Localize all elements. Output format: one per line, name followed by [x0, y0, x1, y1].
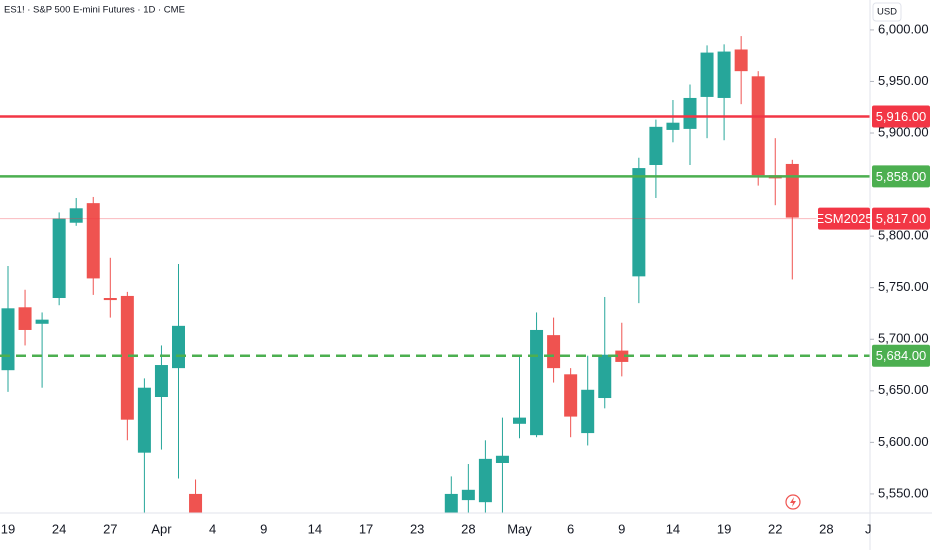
x-tick-label: May [507, 521, 532, 536]
x-tick-label: 24 [52, 521, 66, 536]
currency: USD [877, 7, 897, 18]
symbol-label: ESM2025 [815, 211, 872, 226]
candle-body [717, 51, 731, 98]
candle-body [478, 458, 492, 503]
y-tick-label: 5,650.00 [878, 382, 929, 397]
candle-body [120, 295, 134, 420]
price-label: 5,817.00 [876, 211, 927, 226]
candle-body [700, 52, 714, 97]
alert-icon[interactable] [785, 494, 801, 510]
candle-body [69, 208, 83, 223]
y-tick-label: 5,950.00 [878, 73, 929, 88]
candle-body [137, 387, 151, 453]
x-tick-label: 28 [461, 521, 475, 536]
symbol-label-box [818, 207, 870, 230]
candle-body [86, 203, 100, 279]
candle-body [172, 325, 185, 369]
candle-body [547, 335, 561, 369]
candle-body [734, 49, 748, 72]
price-label-box [872, 344, 930, 367]
candle-body [785, 163, 799, 218]
price-label: 5,684.00 [876, 348, 927, 363]
candle-body [598, 354, 612, 399]
y-tick-label: 5,550.00 [878, 485, 929, 500]
y-tick-label: 5,700.00 [878, 331, 929, 346]
price-label-box [872, 165, 930, 188]
x-tick-label: 19 [1, 521, 15, 536]
candle-body [632, 168, 646, 277]
x-tick-label: 6 [567, 521, 574, 536]
candle-body [1, 308, 15, 371]
x-tick-label: 27 [103, 521, 117, 536]
candle-body [751, 76, 765, 176]
candle-body [615, 350, 629, 362]
currency-box[interactable] [872, 2, 902, 22]
candle-body [530, 329, 544, 436]
candle-body [461, 489, 475, 501]
candle-body [495, 455, 509, 463]
x-tick-label: J [865, 521, 872, 536]
price-labels: 5,916.00 5,858.00 5,817.00 ESM2025 5,684.00 [815, 105, 930, 367]
axes: 5,550.00 5,600.00 5,650.00 5,700.00 5,750.00… [1, 21, 929, 536]
x-tick-label: 4 [209, 521, 216, 536]
candle-body [52, 218, 66, 299]
x-tick-label: 19 [717, 521, 731, 536]
chart-title: ES1! · S&P 500 E-mini Futures · 1D · CME [4, 5, 185, 16]
x-tick-label: 28 [819, 521, 833, 536]
price-label-box [872, 105, 930, 128]
y-tick-label: 6,000.00 [878, 21, 929, 36]
x-tick-label: 14 [308, 521, 322, 536]
x-tick-label: 22 [768, 521, 782, 536]
x-tick-label: 17 [359, 521, 373, 536]
x-tick-label: Apr [151, 521, 172, 536]
candle-body [683, 97, 697, 129]
candle-body [154, 365, 168, 397]
plot-area [0, 36, 870, 513]
x-tick-label: 14 [666, 521, 680, 536]
x-tick-label: 9 [618, 521, 625, 536]
candle-body [513, 417, 526, 424]
candle-body [35, 319, 49, 324]
candle-body [666, 122, 680, 130]
price-label: 5,858.00 [876, 169, 927, 184]
candle-body [581, 389, 595, 434]
price-label: 5,916.00 [876, 109, 927, 124]
y-tick-label: 5,900.00 [878, 124, 929, 139]
candle-body [564, 374, 578, 417]
x-tick-label: 9 [260, 521, 267, 536]
x-tick-label: 23 [410, 521, 424, 536]
candle-body [103, 298, 117, 301]
candle-body [189, 493, 203, 513]
candle-body [444, 493, 458, 513]
y-tick-label: 5,600.00 [878, 434, 929, 449]
candle-body [649, 126, 663, 165]
y-tick-label: 5,800.00 [878, 228, 929, 243]
price-label-box [872, 207, 930, 230]
candle-body [18, 307, 32, 330]
y-tick-label: 5,750.00 [878, 279, 929, 294]
